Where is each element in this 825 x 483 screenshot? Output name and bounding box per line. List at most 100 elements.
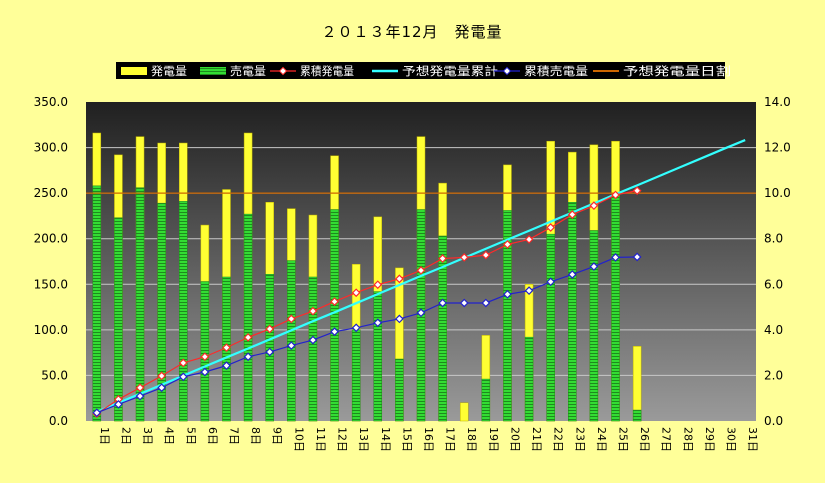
x-tick-label: 5日 (184, 427, 197, 445)
y-axis-left: 0.0 50.0 100.0 150.0 200.0 250.0 300.0 350.0 (34, 95, 68, 428)
y-tick-label: 50.0 (41, 368, 68, 382)
sold-bar (308, 276, 318, 422)
y2-tick-label: 8.0 (764, 232, 783, 246)
series-marker (481, 250, 491, 260)
sold-bar (546, 233, 555, 422)
y2-tick-label: 14.0 (764, 95, 791, 109)
series-marker (178, 358, 188, 368)
series-marker (135, 391, 145, 401)
y2-tick-label: 10.0 (764, 186, 791, 200)
y2-tick-label: 6.0 (764, 277, 783, 291)
legend-background (116, 62, 725, 79)
sold-bar (524, 336, 534, 422)
series-marker (567, 270, 577, 279)
series-marker (330, 327, 339, 337)
x-tick-label: 26日 (638, 427, 651, 452)
series-marker (308, 335, 318, 345)
x-tick-label: 8日 (249, 427, 262, 445)
sold-bar (287, 260, 296, 422)
x-tick-label: 30日 (725, 427, 738, 452)
sold-bar (92, 185, 102, 422)
series-marker (632, 252, 642, 262)
y2-tick-label: 4.0 (764, 323, 783, 337)
series-marker (330, 297, 339, 306)
sold-bar (373, 291, 383, 422)
sold-bar (611, 193, 620, 422)
legend-label: 予想発電量日割 (623, 64, 731, 78)
x-tick-label: 13日 (357, 427, 370, 452)
sold-bar (503, 210, 512, 422)
y-tick-label: 300.0 (34, 141, 68, 155)
y-tick-label: 200.0 (34, 232, 68, 246)
sold-bar (481, 378, 491, 422)
x-tick-label: 3日 (141, 427, 154, 445)
y-tick-label: 0.0 (49, 414, 68, 428)
series-marker (243, 352, 253, 362)
x-tick-label: 7日 (227, 427, 240, 445)
x-tick-label: 9日 (271, 427, 284, 445)
x-tick-label: 29日 (703, 427, 716, 452)
series-marker (395, 314, 404, 324)
series-marker (265, 324, 275, 334)
x-tick-label: 21日 (530, 427, 543, 452)
x-tick-label: 22日 (552, 427, 565, 452)
sold-bar (568, 202, 577, 422)
series-marker (416, 266, 426, 275)
x-tick-label: 16日 (422, 427, 435, 452)
series-line (96, 190, 638, 415)
series-marker (438, 254, 447, 263)
chart-title: ２０１３年12月 発電量 (321, 23, 502, 41)
legend-marker (502, 66, 512, 76)
y2-tick-label: 2.0 (764, 368, 783, 382)
y2-tick-label: 12.0 (764, 141, 791, 155)
legend-label: 売電量 (230, 64, 266, 78)
series-marker (222, 343, 231, 353)
series-marker (286, 314, 296, 324)
x-tick-label: 17日 (444, 427, 457, 452)
x-axis: 1日 2日 3日 4日 5日 6日 7日 8日 9日 10日 11日 12日 13日 14日 15日 16日 1… (98, 427, 759, 452)
series-marker (351, 323, 361, 333)
series-marker (589, 201, 599, 211)
series-marker (114, 399, 123, 409)
series-marker (503, 289, 512, 299)
x-tick-label: 24日 (595, 427, 608, 452)
series-marker (416, 308, 426, 318)
series-marker (632, 186, 642, 196)
sold-bar (438, 235, 447, 422)
y-tick-label: 100.0 (34, 323, 68, 337)
series-marker (567, 210, 577, 219)
sold-bar (179, 201, 188, 422)
y-axis-right: 0.0 2.0 4.0 6.0 8.0 10.0 12.0 14.0 (764, 95, 791, 428)
legend-label: 累積売電量 (524, 64, 588, 78)
series-marker (459, 298, 469, 308)
x-tick-label: 10日 (292, 427, 305, 452)
series-marker (459, 253, 469, 262)
legend-swatch (200, 67, 226, 75)
series-line (96, 139, 746, 413)
series-marker (243, 332, 253, 342)
x-tick-label: 15日 (400, 427, 413, 452)
x-tick-label: 2日 (119, 427, 132, 445)
x-tick-label: 14日 (379, 427, 392, 452)
generation-bar (459, 402, 469, 422)
series-marker (114, 394, 123, 404)
series-marker (157, 383, 167, 393)
x-tick-label: 4日 (163, 427, 176, 445)
series-marker (546, 223, 556, 232)
legend-label: 予想発電量累計 (402, 64, 498, 78)
x-tick-label: 27日 (660, 427, 673, 452)
x-tick-label: 6日 (206, 427, 219, 445)
x-tick-label: 31日 (746, 427, 759, 452)
series-marker (546, 277, 556, 287)
series-marker (503, 240, 512, 249)
sold-bar (157, 202, 166, 422)
x-tick-label: 1日 (98, 427, 111, 445)
series-marker (524, 286, 534, 296)
series-marker (395, 274, 404, 284)
legend-swatch (121, 67, 147, 75)
y-tick-label: 250.0 (34, 186, 68, 200)
sold-bar (243, 213, 253, 422)
series-marker (611, 190, 620, 200)
